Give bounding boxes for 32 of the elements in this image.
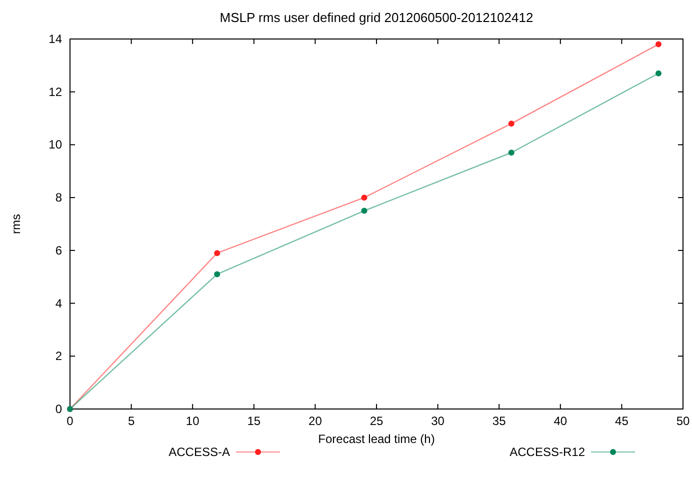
x-tick-label: 25 bbox=[370, 414, 384, 428]
point bbox=[361, 208, 368, 214]
y-tick-label: 14 bbox=[48, 32, 62, 46]
y-tick-label: 2 bbox=[55, 349, 62, 364]
y-axis-title: rms bbox=[9, 214, 23, 234]
x-tick-label: 0 bbox=[66, 414, 74, 428]
point bbox=[214, 250, 220, 256]
point bbox=[655, 41, 662, 48]
x-axis-title: Forecast lead time (h) bbox=[318, 432, 435, 446]
x-tick-label: 30 bbox=[431, 414, 445, 428]
x-tick-label: 5 bbox=[128, 414, 135, 428]
y-tick-label: 0 bbox=[55, 402, 62, 416]
point bbox=[508, 150, 514, 156]
point bbox=[655, 70, 662, 76]
x-tick-label: 40 bbox=[554, 414, 568, 428]
y-tick-label: 6 bbox=[55, 243, 62, 258]
y-tick-label: 8 bbox=[55, 190, 62, 205]
x-tick-label: 50 bbox=[676, 414, 690, 428]
y-tick-label: 10 bbox=[48, 138, 62, 152]
y-tick-label: 4 bbox=[55, 296, 62, 310]
x-tick-label: 15 bbox=[247, 414, 261, 428]
legend-label: ACCESS-A bbox=[168, 445, 230, 459]
legend-label: ACCESS-R12 bbox=[510, 445, 586, 459]
x-tick-label: 45 bbox=[615, 414, 629, 428]
x-tick-label: 35 bbox=[492, 414, 506, 428]
point bbox=[361, 194, 368, 201]
x-tick-label: 20 bbox=[308, 414, 322, 428]
point bbox=[214, 271, 220, 278]
point bbox=[508, 120, 514, 127]
chart-title: MSLP rms user defined grid 2012060500-2012102412 bbox=[220, 10, 534, 25]
x-tick-label: 10 bbox=[186, 414, 200, 428]
y-tick-label: 12 bbox=[48, 84, 62, 99]
